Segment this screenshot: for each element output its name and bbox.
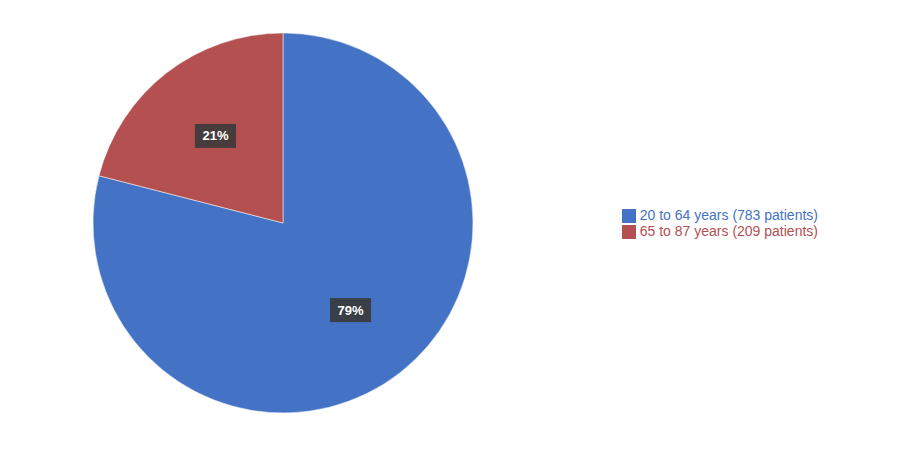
html-text:20 to 64 years (783 patients): 20 to 64 years (783 patients) <box>639 206 818 223</box>
html-text:65 to 87 years (209 patients): 65 to 87 years (209 patients) <box>639 223 818 239</box>
svg-text:79%: 79% <box>338 303 364 318</box>
svg-text:21%: 21% <box>202 128 228 143</box>
